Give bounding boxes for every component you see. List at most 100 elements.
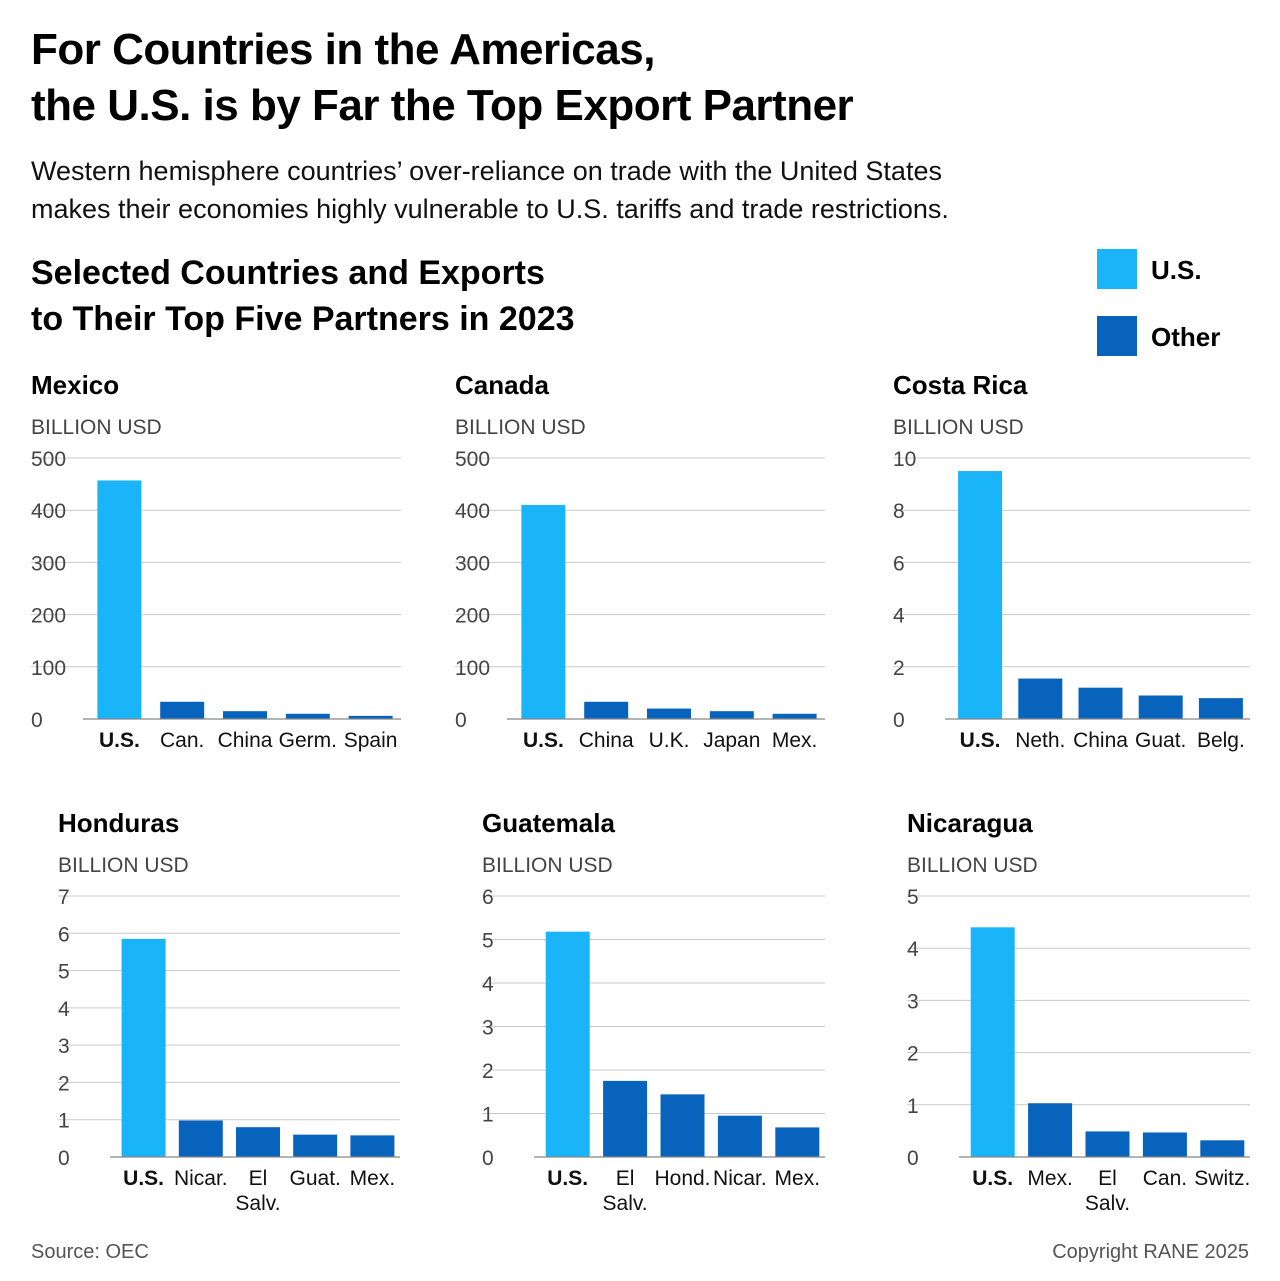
y-tick-label: 4 — [482, 973, 494, 996]
x-category-label: Guat. — [1135, 729, 1186, 752]
x-category-label: U.S. — [523, 729, 564, 752]
y-tick-label: 6 — [482, 886, 494, 909]
legend-label-other: Other — [1151, 322, 1221, 352]
chart-honduras: Honduras BILLION USD 0 1 2 3 4 5 6 7 U.S. Nicar. El S… — [58, 806, 400, 1226]
page-subtitle-line-2: makes their economies highly vulnerable … — [31, 194, 949, 224]
bar — [1142, 1132, 1187, 1157]
y-tick-label: 1 — [58, 1110, 70, 1133]
bar — [772, 713, 817, 719]
legend-item-us: U.S. — [1097, 249, 1257, 289]
chart-nicaragua: Nicaragua BILLION USD 0 1 2 3 4 5 U.S. Mex. El Salv… — [907, 806, 1250, 1226]
chart-title: Honduras — [58, 808, 179, 838]
x-category-label: El — [1098, 1167, 1117, 1190]
y-tick-label: 8 — [893, 500, 905, 523]
x-category-label: U.S. — [960, 729, 1001, 752]
x-category-label: Spain — [344, 729, 398, 752]
y-tick-label: 100 — [31, 657, 66, 680]
x-category-label: Salv. — [235, 1192, 280, 1215]
bar — [1018, 678, 1063, 719]
y-axis-unit-label: BILLION USD — [907, 854, 1038, 877]
y-tick-label: 3 — [907, 990, 919, 1013]
y-tick-label: 0 — [58, 1147, 70, 1170]
y-tick-label: 5 — [58, 961, 70, 984]
y-tick-label: 400 — [455, 500, 490, 523]
y-tick-label: 0 — [893, 709, 905, 732]
y-tick-label: 200 — [31, 605, 66, 628]
legend-item-other: Other — [1097, 316, 1257, 356]
chart-title: Costa Rica — [893, 370, 1028, 400]
y-tick-label: 4 — [893, 605, 905, 628]
bar — [660, 1094, 705, 1157]
x-category-label: Mex. — [350, 1167, 396, 1190]
y-tick-label: 5 — [907, 886, 919, 909]
bar — [521, 504, 566, 719]
x-category-label: U.S. — [547, 1167, 588, 1190]
bar — [958, 471, 1003, 719]
page-title: For Countries in the Americas, the U.S. … — [31, 22, 854, 134]
y-axis-unit-label: BILLION USD — [893, 416, 1024, 439]
y-tick-label: 7 — [58, 886, 70, 909]
y-tick-label: 2 — [482, 1060, 494, 1083]
bar — [121, 938, 166, 1157]
bar — [1198, 698, 1243, 719]
y-tick-label: 4 — [907, 938, 919, 961]
bar — [1028, 1103, 1073, 1157]
page-subtitle-line-1: Western hemisphere countries’ over-relia… — [31, 156, 942, 186]
bar — [603, 1080, 648, 1157]
bar — [285, 713, 330, 719]
x-category-label: China — [579, 729, 634, 752]
chart-title: Mexico — [31, 370, 119, 400]
x-category-label: China — [1073, 729, 1128, 752]
y-axis-unit-label: BILLION USD — [58, 854, 189, 877]
y-tick-label: 100 — [455, 657, 490, 680]
y-tick-label: 4 — [58, 998, 70, 1021]
bar — [1085, 1131, 1130, 1157]
x-category-label: U.S. — [972, 1167, 1013, 1190]
bar — [1200, 1140, 1245, 1157]
y-tick-label: 300 — [455, 552, 490, 575]
section-title-line-1: Selected Countries and Exports — [31, 254, 545, 292]
legend-swatch-other — [1097, 316, 1137, 356]
y-tick-label: 0 — [907, 1147, 919, 1170]
bar — [970, 927, 1015, 1157]
chart-svg: Canada BILLION USD 0 100 200 300 400 500 U.S. Chi… — [455, 370, 825, 752]
x-category-label: U.S. — [123, 1167, 164, 1190]
x-category-label: Japan — [703, 729, 760, 752]
x-category-label: Germ. — [279, 729, 337, 752]
x-category-label: Can. — [160, 729, 204, 752]
chart-svg: Nicaragua BILLION USD 0 1 2 3 4 5 U.S. Mex. ElSalv… — [907, 808, 1250, 1215]
x-category-label: Mex. — [1027, 1167, 1073, 1190]
y-axis-unit-label: BILLION USD — [455, 416, 586, 439]
x-category-label: Nicar. — [713, 1167, 767, 1190]
x-category-label: Neth. — [1015, 729, 1065, 752]
y-tick-label: 5 — [482, 930, 494, 953]
y-tick-label: 6 — [58, 923, 70, 946]
bar — [350, 1135, 395, 1157]
chart-svg: Costa Rica BILLION USD 0 2 4 6 8 10 U.S. Neth. Chi… — [893, 370, 1250, 752]
y-axis-unit-label: BILLION USD — [482, 854, 613, 877]
chart-svg: Mexico BILLION USD 0 100 200 300 400 500 U.S. Can… — [31, 370, 401, 752]
y-tick-label: 400 — [31, 500, 66, 523]
y-tick-label: 300 — [31, 552, 66, 575]
bar — [709, 711, 754, 719]
x-category-label: Hond. — [654, 1167, 710, 1190]
x-category-label: Nicar. — [174, 1167, 228, 1190]
x-category-label: Can. — [1143, 1167, 1187, 1190]
page-title-line-1: For Countries in the Americas, — [31, 25, 655, 74]
bar — [775, 1127, 820, 1157]
bar — [178, 1120, 223, 1157]
bar — [236, 1127, 280, 1157]
copyright-note: Copyright RANE 2025 — [1052, 1241, 1249, 1263]
y-tick-label: 1 — [907, 1095, 919, 1118]
x-category-label: Guat. — [290, 1167, 341, 1190]
x-category-label: Salv. — [603, 1192, 648, 1215]
y-tick-label: 3 — [482, 1017, 494, 1040]
y-tick-label: 2 — [58, 1072, 70, 1095]
y-axis-unit-label: BILLION USD — [31, 416, 162, 439]
y-tick-label: 500 — [455, 448, 490, 471]
chart-costa-rica: Costa Rica BILLION USD 0 2 4 6 8 10 U.S. Neth. Chi… — [893, 368, 1250, 758]
chart-canada: Canada BILLION USD 0 100 200 300 400 500 U.S. Chi… — [455, 368, 825, 758]
y-tick-label: 1 — [482, 1104, 494, 1127]
y-tick-label: 3 — [58, 1035, 70, 1058]
legend-label-us: U.S. — [1151, 255, 1202, 285]
